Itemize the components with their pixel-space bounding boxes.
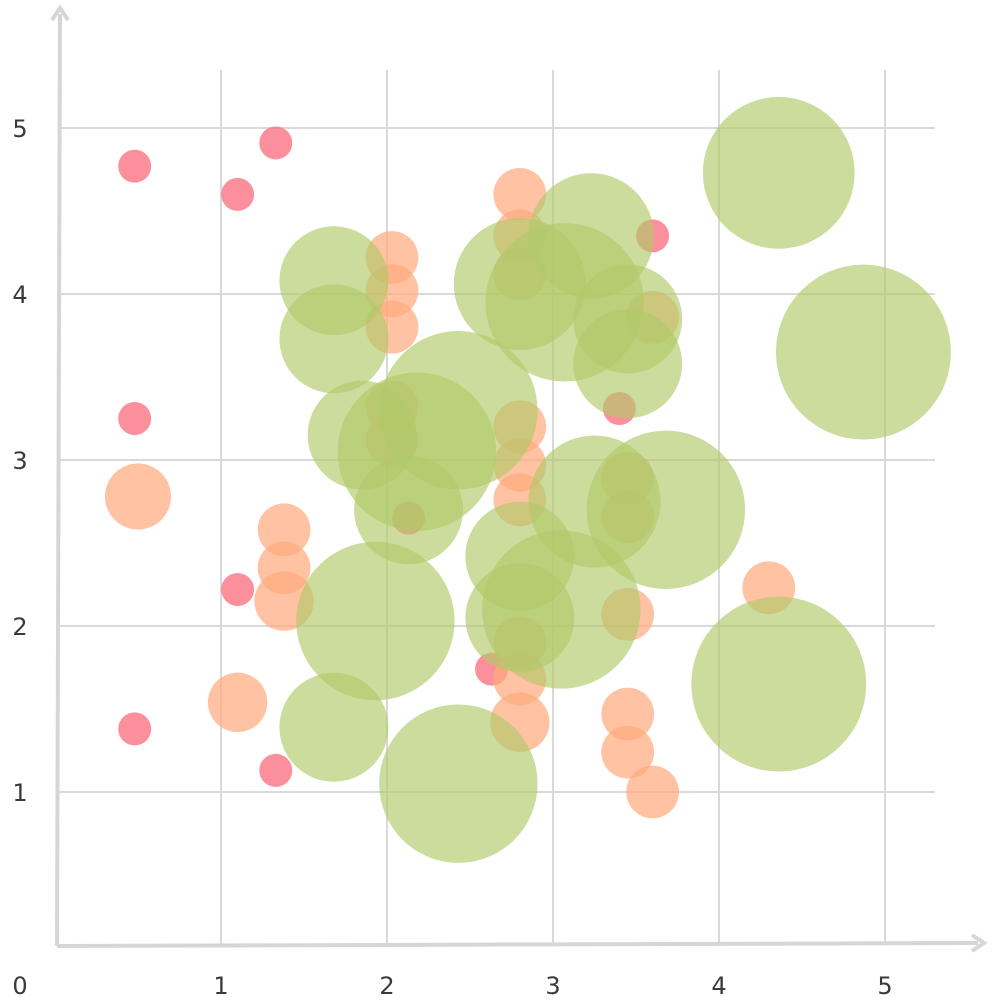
bubble-s1-p1 xyxy=(257,503,311,557)
x-axis-arrow xyxy=(970,933,988,953)
bubble-s1-p0 xyxy=(105,463,171,530)
x-tick-label-5: 5 xyxy=(877,972,892,1000)
bubble-s2-p8 xyxy=(379,704,538,863)
bubble-s1-p10 xyxy=(493,168,547,221)
bubble-s2-p16 xyxy=(482,530,641,689)
y-tick-label-2: 2 xyxy=(12,613,27,641)
y-tick-label-4: 4 xyxy=(12,281,27,309)
y-tick-label-1: 1 xyxy=(12,779,27,807)
tick-label-layer: 0 1 2 3 4 5 1 2 3 4 5 xyxy=(12,115,892,1000)
bubble-s1-p23 xyxy=(601,725,655,779)
bubble-s0-p0 xyxy=(118,149,152,183)
x-tick-label-0: 0 xyxy=(12,972,27,1000)
y-tick-label-5: 5 xyxy=(12,115,27,143)
y-axis-line xyxy=(55,13,62,947)
x-axis-line xyxy=(56,941,979,948)
bubble-s2-p19 xyxy=(702,96,855,249)
bubble-s2-p4 xyxy=(279,672,389,782)
x-tick-label-3: 3 xyxy=(545,972,560,1000)
bubble-layer xyxy=(105,96,951,863)
bubble-s2-p20 xyxy=(775,264,951,440)
bubble-s2-p7 xyxy=(296,541,455,701)
bubble-s2-p18 xyxy=(586,430,746,589)
bubble-s1-p22 xyxy=(601,687,655,741)
x-tick-label-1: 1 xyxy=(213,972,228,1000)
x-tick-label-2: 2 xyxy=(379,972,394,1000)
bubble-s0-p1 xyxy=(259,126,293,160)
y-axis-arrow xyxy=(50,4,70,22)
bubble-s2-p6 xyxy=(337,372,497,531)
bubble-s0-p6 xyxy=(259,753,293,787)
bubble-s1-p24 xyxy=(626,765,679,819)
axis-layer xyxy=(50,4,988,953)
bubble-s0-p3 xyxy=(118,402,152,435)
bubble-s0-p4 xyxy=(221,572,255,606)
bubble-s0-p5 xyxy=(118,712,152,746)
x-tick-label-4: 4 xyxy=(711,972,726,1000)
bubble-s2-p21 xyxy=(691,596,867,772)
y-tick-label-3: 3 xyxy=(12,447,27,475)
bubble-s2-p1 xyxy=(279,284,389,394)
bubble-s1-p4 xyxy=(207,672,268,733)
bubble-s0-p2 xyxy=(221,177,255,211)
bubble-s2-p13 xyxy=(573,309,683,419)
